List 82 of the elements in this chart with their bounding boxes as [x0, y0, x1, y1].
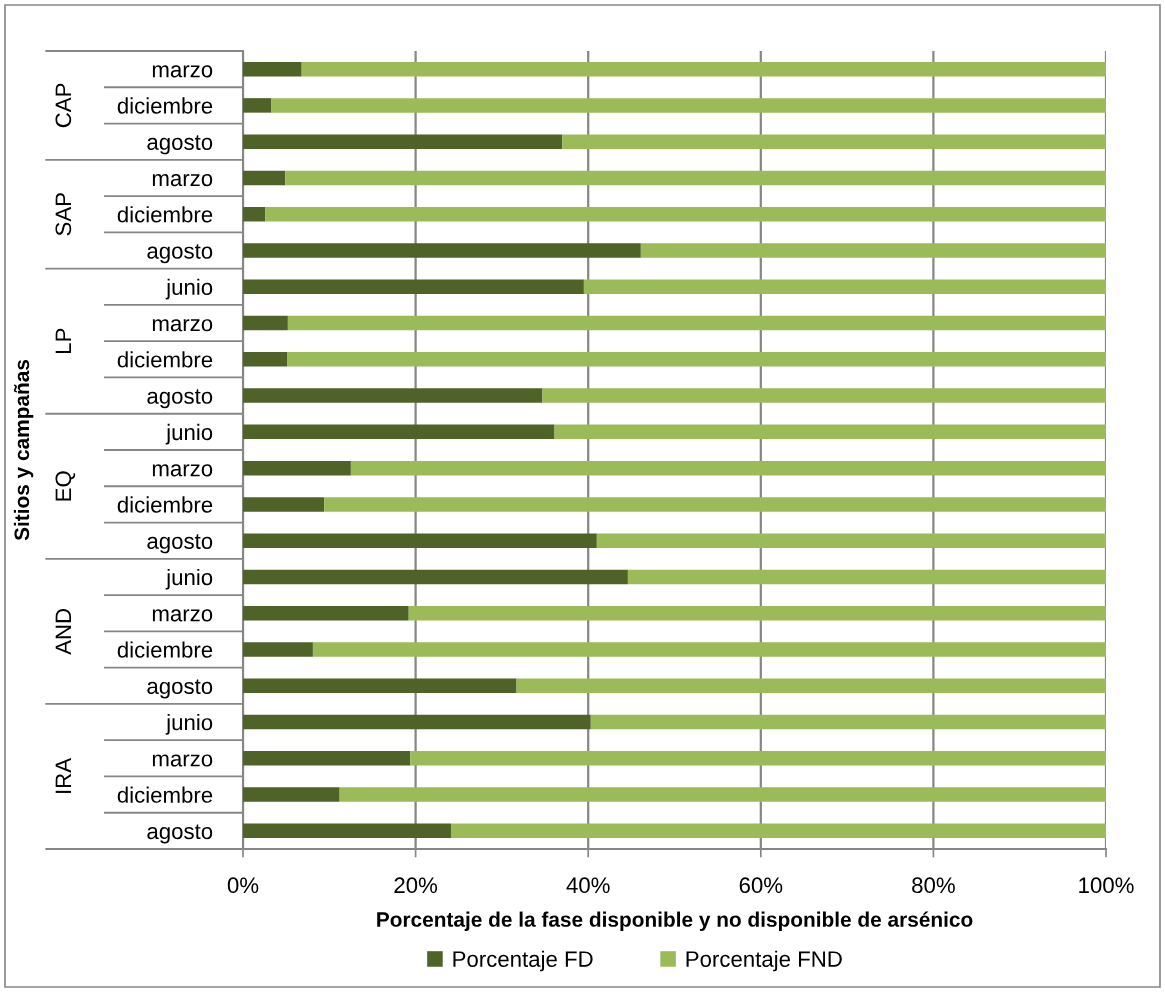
bar — [408, 605, 1106, 621]
x-axis-title: Porcentaje de la fase disponible y no disponible de arsénico — [377, 911, 973, 931]
y-tick-label: marzo — [152, 609, 213, 622]
y-tick-label: agosto — [147, 679, 213, 699]
bar — [285, 170, 1106, 186]
y-axis-title: Sitios y campañas — [13, 359, 34, 541]
bar — [287, 352, 1106, 367]
legend-label: Porcentaje FND — [686, 950, 842, 972]
bar — [324, 497, 1106, 512]
legend-label: Porcentaje FD — [453, 950, 593, 972]
bar — [243, 533, 597, 548]
bar — [243, 279, 584, 295]
x-tick-label: 80% — [912, 877, 955, 894]
bar — [562, 134, 1106, 149]
bar — [350, 460, 1106, 476]
bar — [596, 533, 1106, 548]
y-tick-label: diciembre — [117, 496, 213, 513]
bar — [243, 569, 628, 585]
y-tick-label: junio — [165, 568, 213, 590]
bar — [243, 460, 351, 476]
y-tick-label: junio — [165, 423, 213, 445]
text: EQ — [55, 471, 76, 501]
bar — [450, 823, 1106, 839]
bar — [339, 787, 1106, 802]
y-tick-label: agosto — [147, 389, 213, 409]
bar — [243, 170, 286, 186]
y-tick-label: agosto — [147, 135, 213, 155]
y-tick-label: junio — [165, 278, 213, 300]
y-tick-label: diciembre — [117, 641, 213, 658]
bar — [243, 751, 411, 766]
bar — [243, 605, 409, 621]
bar — [243, 388, 543, 403]
bar — [243, 678, 517, 694]
y-tick-label: diciembre — [117, 206, 213, 223]
bar — [554, 424, 1106, 440]
y-tick-label: marzo — [152, 754, 213, 767]
bar — [243, 315, 288, 331]
bar — [243, 352, 288, 367]
bar — [301, 61, 1106, 77]
bar — [583, 279, 1106, 295]
bar — [265, 206, 1106, 222]
bar — [516, 678, 1106, 694]
y-tick-label: junio — [165, 713, 213, 735]
text: IRA — [55, 757, 71, 793]
text: SAP — [55, 193, 72, 236]
bar — [287, 315, 1106, 331]
bar — [243, 134, 563, 149]
bar — [243, 206, 266, 222]
text: LP — [55, 328, 71, 353]
bar — [243, 823, 451, 839]
bar — [312, 642, 1106, 657]
bar — [640, 243, 1106, 258]
y-tick-label: agosto — [147, 534, 213, 554]
x-tick-label: 0% — [227, 877, 259, 894]
bar — [243, 61, 302, 77]
x-tick-label: 20% — [394, 877, 438, 894]
x-tick-label: 60% — [739, 877, 783, 894]
y-tick-label: agosto — [147, 244, 213, 264]
bar — [243, 787, 340, 802]
bar — [590, 714, 1106, 730]
bar — [243, 243, 641, 258]
bar — [243, 714, 591, 730]
text: AND — [55, 608, 71, 655]
y-tick-label: marzo — [152, 464, 213, 477]
y-tick-label: agosto — [147, 824, 213, 844]
bar — [542, 388, 1106, 403]
bar — [627, 569, 1106, 585]
y-tick-label: marzo — [152, 319, 213, 332]
y-tick-label: marzo — [152, 65, 213, 78]
bar — [243, 642, 313, 657]
bar — [243, 98, 272, 113]
x-tick-label: 40% — [566, 877, 610, 894]
bar — [410, 751, 1106, 766]
y-tick-label: marzo — [152, 174, 213, 187]
bar — [243, 497, 325, 512]
x-tick-label: 100% — [1079, 877, 1134, 894]
bar — [243, 424, 555, 440]
y-tick-label: diciembre — [117, 786, 213, 803]
y-tick-label: diciembre — [117, 97, 213, 114]
bar — [271, 98, 1106, 113]
y-tick-label: diciembre — [117, 351, 213, 368]
text: CAP — [55, 83, 72, 128]
